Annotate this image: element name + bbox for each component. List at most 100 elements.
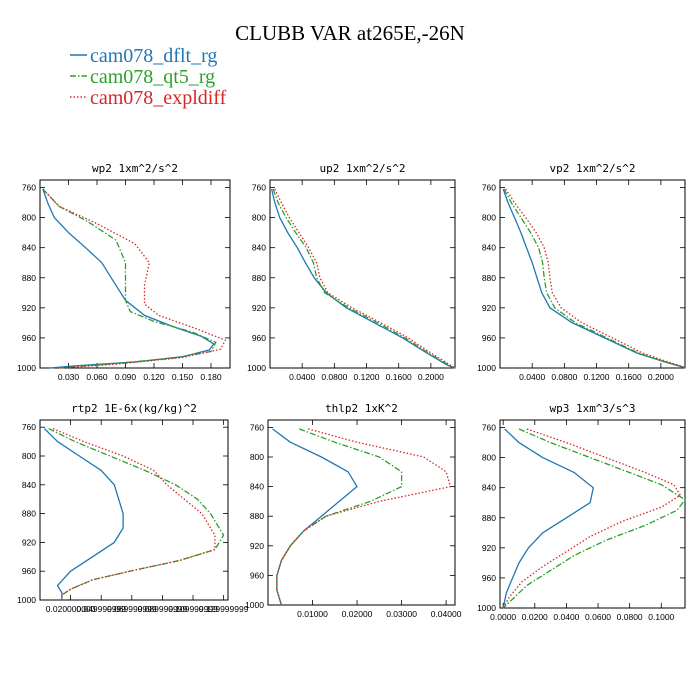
- panel-title-up2: up2 1xm^2/s^2: [319, 162, 405, 175]
- panel-thlp2: thlp2 1xK^2 760 800 840 880 920 960 1000 0.01000…: [245, 402, 462, 619]
- x-tick-label-wp2: 0.180: [200, 372, 222, 382]
- x-tick-label-rtp2: 0.129999999: [199, 604, 249, 614]
- x-tick-label-wp3: 0.0200: [522, 612, 548, 622]
- y-tick-label-rtp2: 920: [22, 537, 36, 547]
- series-line-cam078_dflt_rg-rtp2: [43, 428, 124, 600]
- series-line-cam078_dflt_rg-up2: [270, 188, 456, 369]
- y-tick-label-vp2: 760: [482, 183, 496, 193]
- y-tick-label-vp2: 960: [482, 333, 496, 343]
- y-tick-label-wp3: 960: [482, 573, 496, 583]
- x-tick-label-thlp2: 0.03000: [386, 609, 417, 619]
- y-tick-label-thlp2: 880: [250, 511, 264, 521]
- x-tick-label-rtp2: 0.049999999: [76, 604, 126, 614]
- x-tick-label-wp2: 0.120: [143, 372, 165, 382]
- x-tick-label-wp3: 0.0400: [553, 612, 579, 622]
- series-line-cam078_qt5_rg-wp2: [42, 188, 217, 369]
- series-line-cam078_dflt_rg-vp2: [502, 188, 686, 369]
- series-line-cam078_qt5_rg-rtp2: [48, 428, 225, 600]
- y-tick-label-wp2: 840: [22, 243, 36, 253]
- plot-frame-vp2: [499, 179, 686, 369]
- y-tick-label-wp2: 960: [22, 333, 36, 343]
- x-tick-label-rtp2: 0.089999999: [138, 604, 188, 614]
- y-tick-label-wp3: 920: [482, 543, 496, 553]
- y-tick-label-wp3: 1000: [477, 603, 496, 613]
- plot-frame-up2: [269, 179, 456, 369]
- y-tick-label-thlp2: 1000: [245, 600, 264, 610]
- x-tick-label-up2: 0.1200: [354, 372, 380, 382]
- y-tick-label-up2: 840: [252, 243, 266, 253]
- y-tick-label-thlp2: 960: [250, 570, 264, 580]
- x-tick-label-wp2: 0.030: [58, 372, 80, 382]
- series-line-cam078_dflt_rg-thlp2: [272, 428, 358, 606]
- y-tick-label-wp2: 880: [22, 273, 36, 283]
- y-tick-label-wp2: 1000: [17, 363, 36, 373]
- series-line-cam078_dflt_rg-wp3: [502, 428, 594, 609]
- series-line-cam078_expldiff-thlp2: [276, 428, 452, 606]
- series-line-cam078_dflt_rg-wp2: [42, 188, 215, 369]
- y-tick-label-wp2: 920: [22, 303, 36, 313]
- panels: wp2 1xm^2/s^2 760 800 840 880 920 960 1000 0.030…: [17, 162, 686, 622]
- plot-frame-thlp2: [267, 419, 456, 606]
- x-tick-label-rtp2: 0.069999999: [107, 604, 157, 614]
- plot-frame-rtp2: [39, 419, 229, 601]
- x-tick-label-up2: 0.0800: [321, 372, 347, 382]
- y-tick-label-vp2: 880: [482, 273, 496, 283]
- legend-label-expldiff: cam078_expldiff: [90, 87, 227, 109]
- y-tick-label-rtp2: 800: [22, 451, 36, 461]
- panel-rtp2: rtp2 1E-6x(kg/kg)^2 760 800 840 880 920 960 100…: [17, 402, 249, 614]
- y-tick-label-rtp2: 760: [22, 422, 36, 432]
- legend-label-dflt: cam078_dflt_rg: [90, 45, 217, 67]
- x-tick-label-wp2: 0.060: [86, 372, 108, 382]
- x-tick-label-thlp2: 0.02000: [342, 609, 373, 619]
- x-tick-label-wp2: 0.090: [115, 372, 137, 382]
- y-tick-label-vp2: 1000: [477, 363, 496, 373]
- y-tick-label-rtp2: 960: [22, 566, 36, 576]
- y-tick-label-wp3: 880: [482, 513, 496, 523]
- legend-entry-dflt: cam078_dflt_rg: [70, 45, 217, 67]
- x-tick-label-rtp2: 0.020000000: [46, 604, 96, 614]
- x-tick-label-vp2: 0.0800: [551, 372, 577, 382]
- y-tick-label-vp2: 920: [482, 303, 496, 313]
- figure-title: CLUBB VAR at265E,-26N: [235, 21, 465, 45]
- x-tick-label-wp3: 0.0000: [490, 612, 516, 622]
- y-tick-label-thlp2: 840: [250, 482, 264, 492]
- legend-entry-expldiff: cam078_expldiff: [70, 87, 227, 109]
- x-tick-label-wp3: 0.0800: [617, 612, 643, 622]
- y-tick-label-up2: 960: [252, 333, 266, 343]
- y-tick-label-thlp2: 920: [250, 541, 264, 551]
- x-tick-label-wp2: 0.150: [172, 372, 194, 382]
- x-tick-label-thlp2: 0.01000: [297, 609, 328, 619]
- series-line-cam078_expldiff-up2: [274, 188, 456, 369]
- x-tick-label-vp2: 0.0400: [519, 372, 545, 382]
- x-tick-label-up2: 0.2000: [418, 372, 444, 382]
- plot-frame-wp3: [499, 419, 686, 609]
- y-tick-label-up2: 800: [252, 213, 266, 223]
- y-tick-label-wp3: 840: [482, 483, 496, 493]
- panel-title-wp3: wp3 1xm^3/s^3: [549, 402, 635, 415]
- panel-title-vp2: vp2 1xm^2/s^2: [549, 162, 635, 175]
- series-line-cam078_qt5_rg-thlp2: [276, 428, 403, 606]
- y-tick-label-wp3: 760: [482, 423, 496, 433]
- y-tick-label-rtp2: 840: [22, 480, 36, 490]
- panel-vp2: vp2 1xm^2/s^2 760 800 840 880 920 960 1000 0.040…: [477, 162, 686, 382]
- y-tick-label-wp2: 760: [22, 183, 36, 193]
- x-tick-label-vp2: 0.1600: [616, 372, 642, 382]
- y-tick-label-up2: 760: [252, 183, 266, 193]
- x-tick-label-wp3: 0.1000: [648, 612, 674, 622]
- y-tick-label-up2: 1000: [247, 363, 266, 373]
- series-line-cam078_qt5_rg-up2: [272, 188, 456, 369]
- panel-wp2: wp2 1xm^2/s^2 760 800 840 880 920 960 1000 0.030…: [17, 162, 231, 382]
- plot-frame-wp2: [39, 179, 231, 369]
- x-tick-label-up2: 0.1600: [386, 372, 412, 382]
- panel-up2: up2 1xm^2/s^2 760 800 840 880 920 960 1000 0.040…: [247, 162, 456, 382]
- y-tick-label-up2: 880: [252, 273, 266, 283]
- panel-title-rtp2: rtp2 1E-6x(kg/kg)^2: [71, 402, 197, 415]
- y-tick-label-up2: 920: [252, 303, 266, 313]
- series-line-cam078_expldiff-wp3: [502, 428, 681, 609]
- x-tick-label-thlp2: 0.04000: [431, 609, 462, 619]
- series-line-cam078_qt5_rg-vp2: [503, 188, 686, 369]
- y-tick-label-wp2: 800: [22, 213, 36, 223]
- panel-title-thlp2: thlp2 1xK^2: [325, 402, 398, 415]
- y-tick-label-vp2: 840: [482, 243, 496, 253]
